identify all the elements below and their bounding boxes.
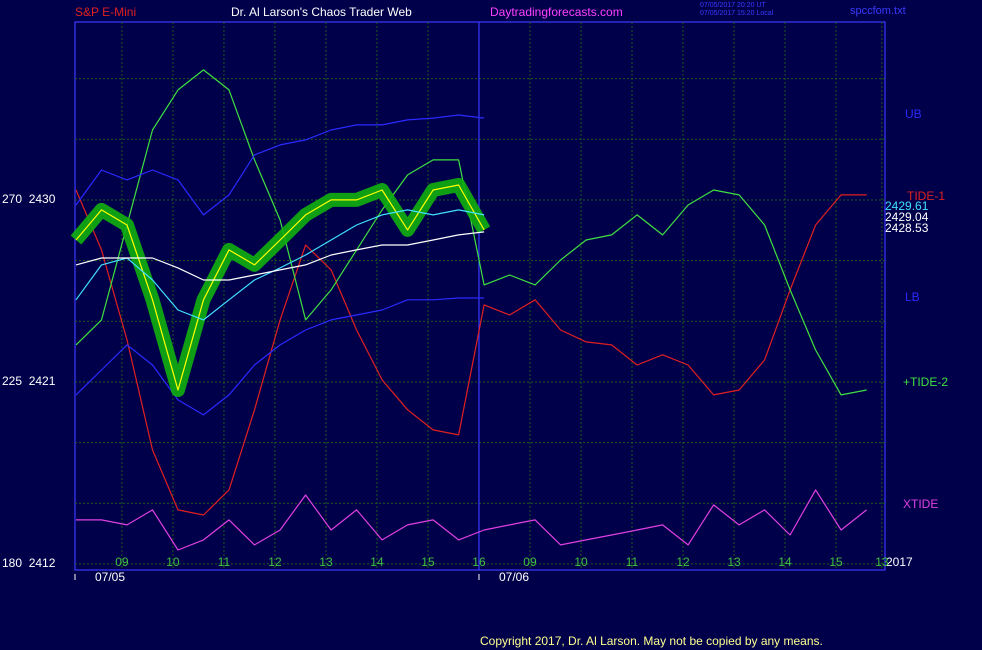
copyright: Copyright 2017, Dr. Al Larson. May not b… (480, 634, 823, 648)
readout: 2429.04 (885, 210, 929, 224)
series-line (75, 114, 485, 216)
plot-frame (74, 21, 886, 571)
time-ut: 07/05/2017 20:20 UT (700, 2, 766, 9)
series-label: TIDE-1 (907, 189, 945, 203)
date-label: 07/05 (95, 570, 125, 584)
y-tick-label: 180 2412 (2, 556, 56, 570)
x-tick-label: 11 (626, 555, 639, 569)
x-tick-label: 09 (523, 555, 537, 569)
series-line (75, 69, 867, 396)
series-line (75, 189, 867, 516)
x-tick-label: 13 (727, 555, 741, 569)
site: Daytradingforecasts.com (490, 5, 623, 19)
time-local: 07/05/2017 15:20 Local (700, 10, 774, 17)
file-name: spccfom.txt (850, 5, 906, 17)
series-label: UB (905, 107, 922, 121)
x-tick-label: 11 (218, 555, 231, 569)
x-tick-label: 13 (875, 555, 889, 569)
series-line (75, 184, 485, 391)
x-tick-label: 10 (166, 555, 180, 569)
readout: 2429.61 (885, 199, 929, 213)
x-tick-label: 12 (676, 555, 690, 569)
series-line (75, 209, 485, 321)
x-tick-label: 13 (319, 555, 333, 569)
year: 2017 (886, 555, 913, 569)
x-tick-label: 12 (268, 555, 282, 569)
chart-title: Dr. Al Larson's Chaos Trader Web (231, 5, 412, 19)
series-label: LB (905, 290, 920, 304)
x-tick-label: 15 (829, 555, 843, 569)
x-tick-label: 14 (778, 555, 792, 569)
series-label: +TIDE-2 (903, 375, 948, 389)
instrument: S&P E-Mini (75, 5, 136, 19)
x-tick-label: 14 (370, 555, 384, 569)
series-line (76, 489, 867, 551)
y-tick-label: 270 2430 (2, 192, 56, 206)
x-tick-label: 10 (574, 555, 588, 569)
series-label: XTIDE (903, 497, 938, 511)
date-label: 07/06 (499, 570, 529, 584)
series-line (75, 231, 485, 281)
readout: 2428.53 (885, 221, 929, 235)
x-tick-label: 09 (115, 555, 129, 569)
y-tick-label: 225 2421 (2, 374, 56, 388)
series-line (75, 297, 485, 416)
x-tick-label: 15 (421, 555, 435, 569)
